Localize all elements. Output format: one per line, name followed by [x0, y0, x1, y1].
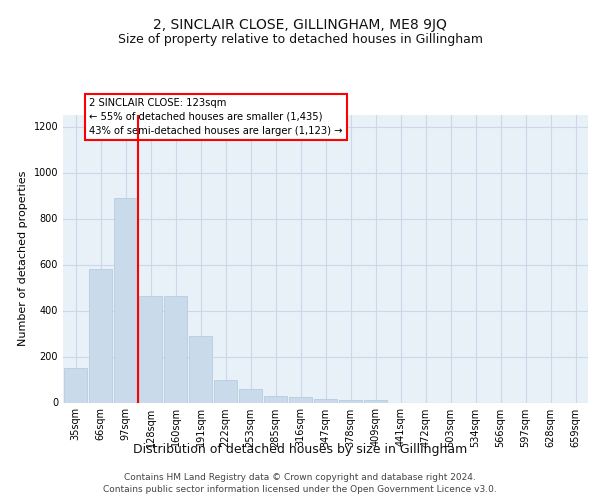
Text: Distribution of detached houses by size in Gillingham: Distribution of detached houses by size … [133, 442, 467, 456]
Bar [188, 336, 212, 402]
Bar [214, 380, 238, 402]
Text: 2, SINCLAIR CLOSE, GILLINGHAM, ME8 9JQ: 2, SINCLAIR CLOSE, GILLINGHAM, ME8 9JQ [153, 18, 447, 32]
Bar [289, 398, 313, 402]
Bar [139, 296, 163, 403]
Bar [338, 400, 362, 402]
Bar [164, 296, 187, 403]
Bar [364, 400, 388, 402]
Text: Contains HM Land Registry data © Crown copyright and database right 2024.: Contains HM Land Registry data © Crown c… [124, 472, 476, 482]
Bar [263, 396, 287, 402]
Bar [113, 198, 137, 402]
Bar [314, 399, 337, 402]
Bar [239, 389, 262, 402]
Text: Size of property relative to detached houses in Gillingham: Size of property relative to detached ho… [118, 32, 482, 46]
Text: 2 SINCLAIR CLOSE: 123sqm
← 55% of detached houses are smaller (1,435)
43% of sem: 2 SINCLAIR CLOSE: 123sqm ← 55% of detach… [89, 98, 343, 136]
Bar [64, 368, 88, 402]
Bar [89, 269, 112, 402]
Text: Contains public sector information licensed under the Open Government Licence v3: Contains public sector information licen… [103, 485, 497, 494]
Y-axis label: Number of detached properties: Number of detached properties [18, 171, 28, 346]
